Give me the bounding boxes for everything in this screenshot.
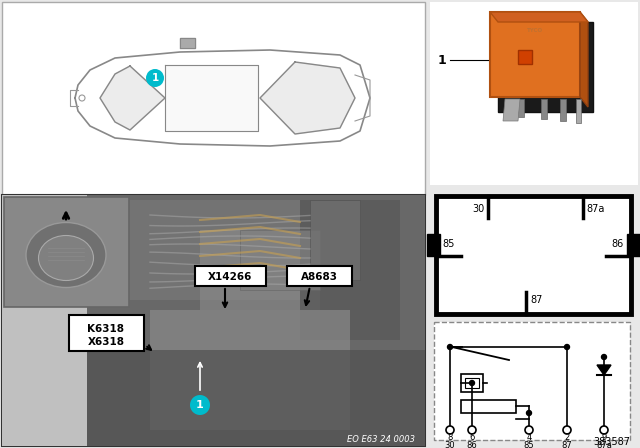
Circle shape	[470, 380, 474, 385]
Bar	[87, 350, 425, 446]
Text: 2: 2	[564, 434, 570, 443]
Bar	[541, 99, 547, 119]
Bar	[120, 200, 300, 300]
Text: 383587: 383587	[593, 437, 630, 447]
Polygon shape	[260, 62, 355, 134]
Polygon shape	[100, 66, 165, 130]
Bar	[627, 234, 640, 256]
Bar	[518, 99, 524, 117]
Bar	[576, 99, 581, 123]
Bar	[436, 196, 631, 314]
Circle shape	[563, 426, 571, 434]
Circle shape	[468, 426, 476, 434]
Bar	[310, 200, 360, 280]
Bar	[2, 195, 425, 446]
Text: K6318: K6318	[88, 324, 125, 334]
Text: 85: 85	[443, 239, 455, 249]
Text: 87a: 87a	[596, 441, 612, 448]
FancyBboxPatch shape	[68, 315, 143, 352]
Bar	[150, 310, 350, 430]
Ellipse shape	[38, 236, 93, 280]
Bar	[434, 322, 630, 440]
Text: X14266: X14266	[208, 272, 252, 282]
Bar	[2, 195, 87, 446]
Text: 30: 30	[473, 204, 485, 214]
Bar	[4, 197, 129, 307]
Circle shape	[564, 345, 570, 349]
Circle shape	[190, 395, 210, 415]
Polygon shape	[165, 65, 258, 131]
Circle shape	[447, 345, 452, 349]
FancyBboxPatch shape	[287, 267, 351, 287]
Polygon shape	[597, 365, 611, 375]
Polygon shape	[490, 12, 588, 22]
Text: 87: 87	[530, 295, 542, 305]
Text: EO E63 24 0003: EO E63 24 0003	[347, 435, 415, 444]
Bar	[498, 22, 593, 112]
Bar	[427, 234, 440, 256]
Bar	[461, 400, 516, 413]
Ellipse shape	[26, 223, 106, 288]
Text: 87a: 87a	[586, 204, 604, 214]
FancyBboxPatch shape	[195, 267, 266, 287]
Circle shape	[446, 426, 454, 434]
Bar	[490, 12, 580, 97]
Text: 30: 30	[445, 441, 455, 448]
Bar	[87, 195, 425, 446]
Text: A8683: A8683	[301, 272, 337, 282]
Text: TYCO: TYCO	[527, 27, 543, 33]
Bar	[430, 2, 638, 185]
Bar	[434, 322, 630, 440]
Text: 4: 4	[526, 434, 532, 443]
Text: 86: 86	[612, 239, 624, 249]
Text: 1: 1	[196, 400, 204, 410]
Polygon shape	[580, 12, 588, 107]
Bar	[518, 50, 532, 64]
Circle shape	[602, 354, 607, 359]
Circle shape	[525, 426, 533, 434]
Polygon shape	[503, 99, 520, 121]
Bar	[240, 230, 320, 290]
Text: 8: 8	[447, 434, 452, 443]
Bar	[436, 196, 631, 314]
Polygon shape	[180, 38, 195, 48]
Text: 85: 85	[524, 441, 534, 448]
Text: 1: 1	[152, 73, 159, 83]
Bar	[461, 374, 483, 392]
Text: 9: 9	[602, 434, 607, 443]
Text: 1: 1	[438, 53, 446, 66]
Text: 86: 86	[467, 441, 477, 448]
Bar	[300, 200, 400, 340]
Circle shape	[146, 69, 164, 87]
Bar	[560, 99, 566, 121]
Bar	[465, 378, 479, 388]
Text: 87: 87	[562, 441, 572, 448]
Text: 6: 6	[469, 434, 475, 443]
Bar	[200, 230, 320, 310]
Bar	[2, 2, 425, 195]
Circle shape	[527, 410, 531, 415]
Circle shape	[600, 426, 608, 434]
Text: X6318: X6318	[88, 337, 125, 347]
